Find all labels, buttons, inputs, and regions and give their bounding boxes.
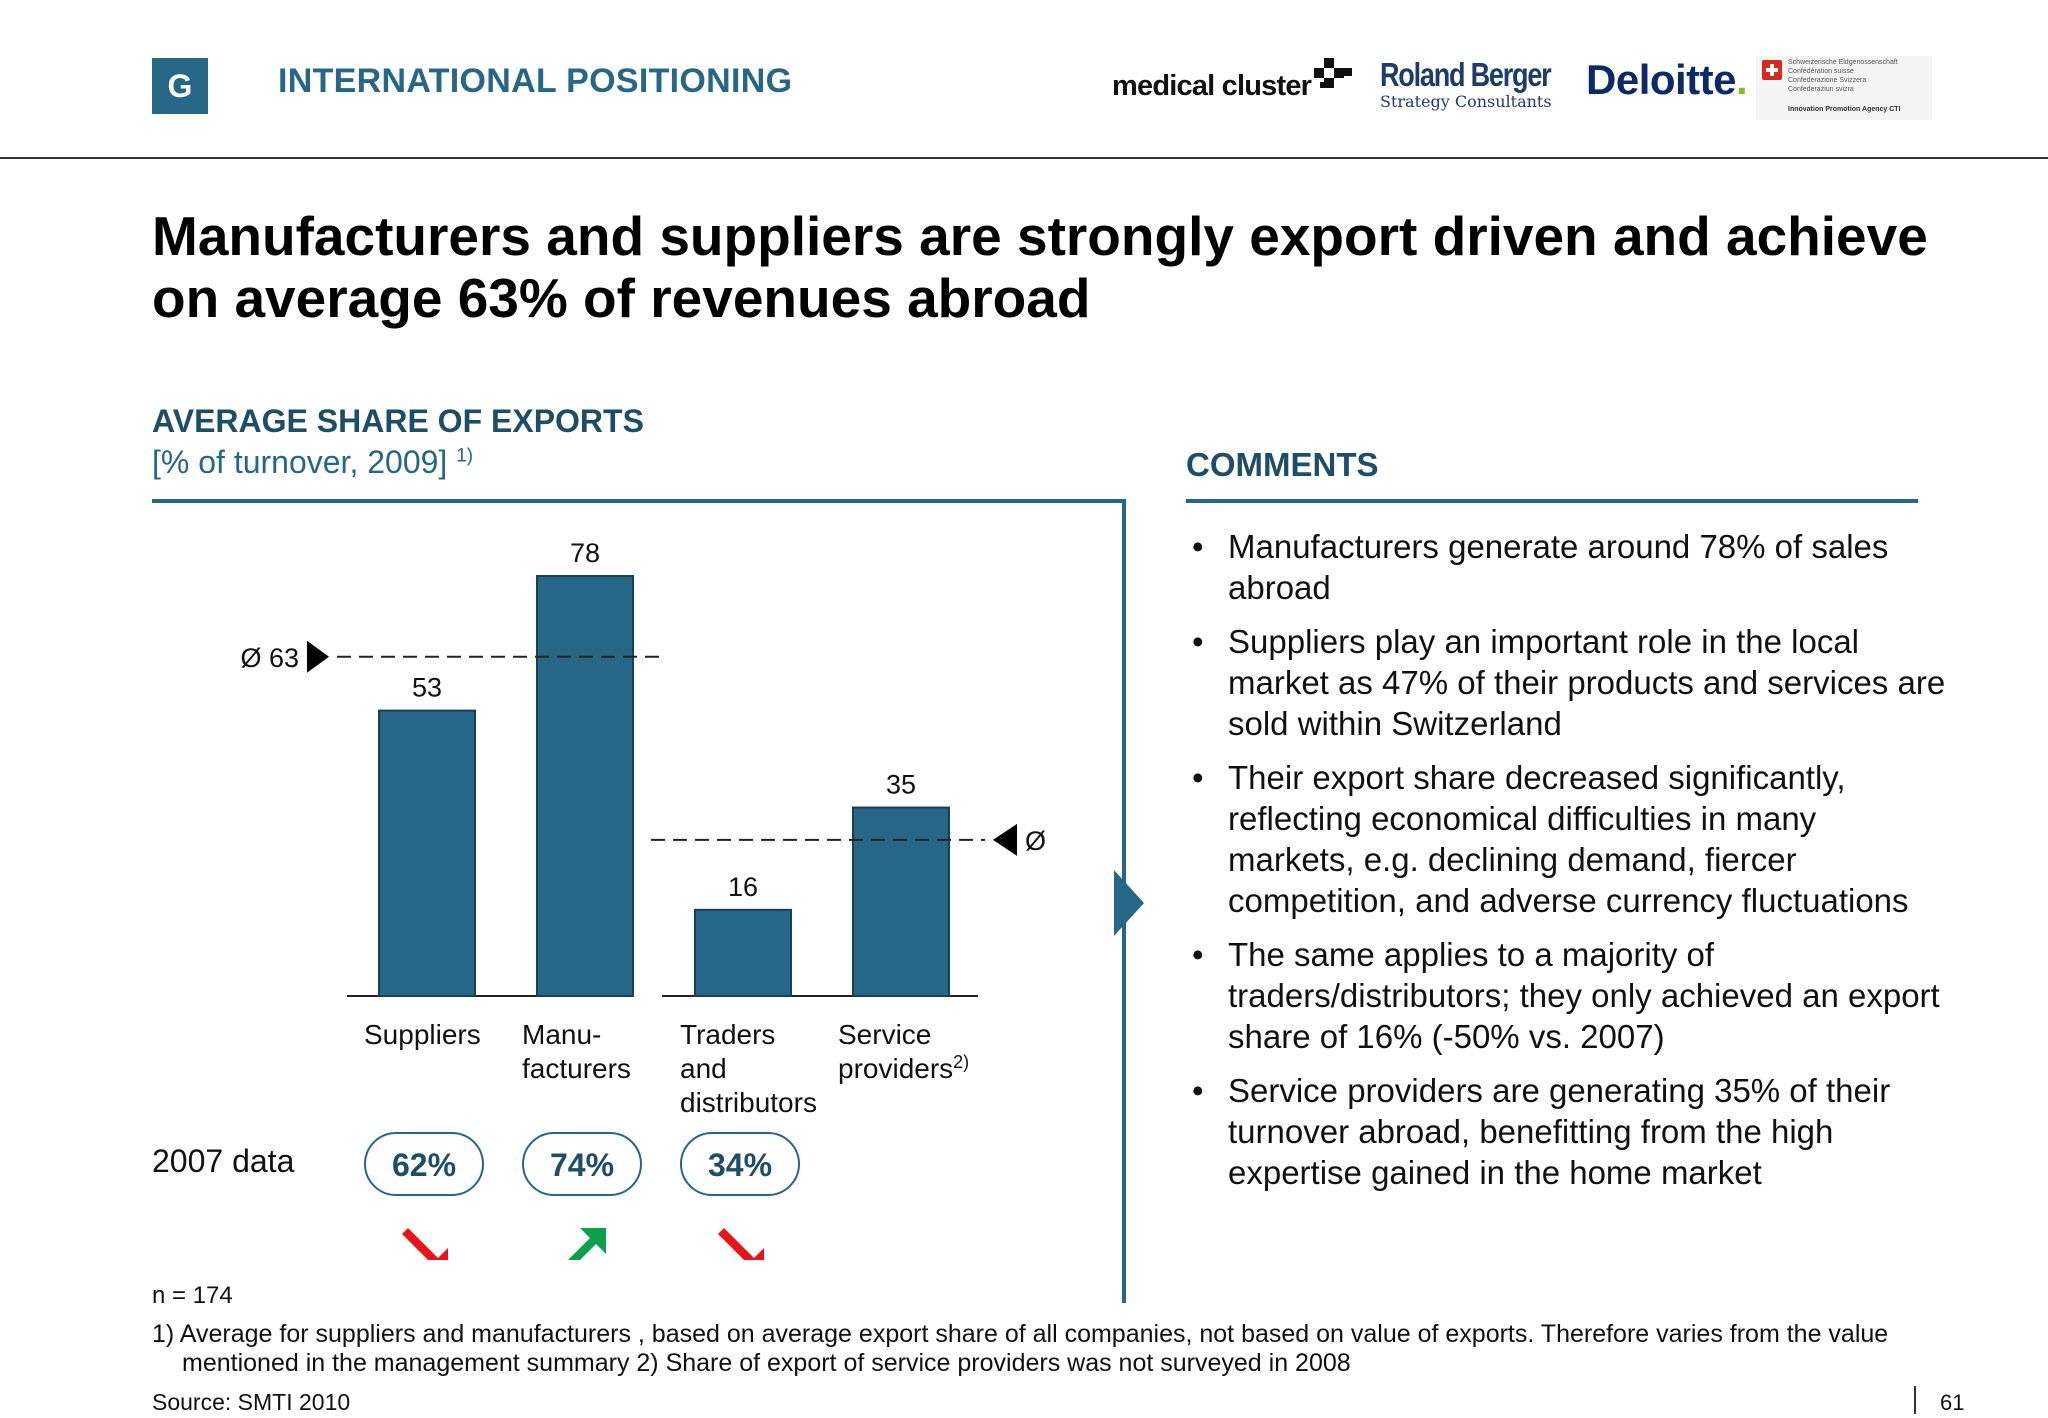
- bar: [378, 709, 476, 997]
- flow-arrow-icon: [1114, 870, 1144, 936]
- average-label: Ø 29: [1025, 826, 1052, 856]
- category-label: Service: [838, 1019, 931, 1050]
- roland-berger-tagline: Strategy Consultants: [1380, 92, 1552, 111]
- deloitte-dot: .: [1736, 56, 1748, 103]
- trend-up-arrow-icon: [568, 1228, 606, 1260]
- chart-subtitle-footnote-ref: 1): [456, 445, 474, 467]
- swiss-confederation-names: Schweizerische Eidgenossenschaft Confédé…: [1788, 58, 1898, 94]
- bar-value-label: 16: [728, 872, 758, 902]
- sample-size-note: n = 174: [152, 1282, 233, 1309]
- bar: [852, 806, 950, 997]
- export-share-bar-chart: 53 78 16 35 Suppliers Manu-facturers Tradersan…: [152, 538, 1052, 1260]
- chart-panel-top-rule: [152, 499, 1126, 503]
- average-label: Ø 63: [240, 643, 299, 673]
- chart-subtitle: [% of turnover, 2009] 1): [152, 444, 473, 481]
- bar-value-label: 53: [412, 673, 442, 703]
- category-label: facturers: [522, 1053, 631, 1084]
- section-title: INTERNATIONAL POSITIONING: [278, 62, 793, 100]
- trend-down-arrow-icon: [402, 1228, 448, 1260]
- bar-value-label: 78: [570, 538, 600, 568]
- average-marker-icon: [993, 823, 1017, 856]
- footnote: 1) Average for suppliers and manufacture…: [152, 1320, 1889, 1377]
- comment-item: Their export share decreased significant…: [1186, 757, 1946, 921]
- swiss-name-fr: Confédération suisse: [1788, 68, 1854, 75]
- medical-cluster-logo: medical cluster: [1112, 70, 1312, 102]
- swiss-name-rm: Confederaziun svizra: [1788, 86, 1854, 93]
- swiss-name-de: Schweizerische Eidgenossenschaft: [1788, 59, 1898, 66]
- chart-subtitle-text: [% of turnover, 2009]: [152, 444, 448, 480]
- comparison-value: 74%: [550, 1147, 614, 1183]
- comparison-pill: [364, 1132, 484, 1196]
- roland-berger-name: Roland Berger: [1380, 56, 1552, 93]
- roland-berger-logo: Roland Berger Strategy Consultants: [1380, 56, 1560, 111]
- swiss-agency-name: Innovation Promotion Agency CTI: [1788, 106, 1901, 113]
- comment-item: Service providers are generating 35% of …: [1186, 1070, 1946, 1193]
- average-marker-icon: [307, 640, 329, 673]
- source-line: Source: SMTI 2010: [152, 1389, 351, 1415]
- chart-title: AVERAGE SHARE OF EXPORTS: [152, 403, 644, 439]
- category-label: distributors: [680, 1087, 817, 1118]
- swiss-cross-icon: [1762, 60, 1782, 80]
- bar-value-label: 35: [886, 770, 916, 800]
- swiss-confederation-logo: Schweizerische Eidgenossenschaft Confédé…: [1756, 56, 1932, 120]
- comment-item: Suppliers play an important role in the …: [1186, 621, 1946, 744]
- comments-top-rule: [1186, 499, 1918, 503]
- section-badge: G: [152, 58, 208, 114]
- comparison-value: 34%: [708, 1147, 772, 1183]
- category-label: Suppliers: [364, 1019, 481, 1050]
- bar: [694, 908, 792, 998]
- bar: [536, 575, 634, 997]
- category-label: Traders: [680, 1019, 775, 1050]
- comment-item: The same applies to a majority of trader…: [1186, 934, 1946, 1057]
- trend-down-arrow-icon: [718, 1228, 764, 1260]
- category-label: Manu-: [522, 1019, 601, 1050]
- comments-list: Manufacturers generate around 78% of sal…: [1186, 526, 1946, 1206]
- medical-cluster-mark-icon: [1314, 58, 1352, 88]
- category-footnote-ref: 2): [953, 1052, 969, 1072]
- comparison-value: 62%: [392, 1147, 456, 1183]
- swiss-name-it: Confederazione Svizzera: [1788, 77, 1867, 84]
- deloitte-logo: Deloitte.: [1586, 56, 1748, 104]
- category-label: and: [680, 1053, 727, 1084]
- comparison-pill: [522, 1132, 642, 1196]
- page-number: 61: [1940, 1390, 1965, 1415]
- deloitte-name: Deloitte: [1586, 56, 1737, 103]
- header-divider: [0, 157, 2048, 159]
- comments-title: COMMENTS: [1186, 446, 1379, 483]
- page-number-separator: [1914, 1386, 1916, 1414]
- comparison-pill: [680, 1132, 800, 1196]
- comment-item: Manufacturers generate around 78% of sal…: [1186, 526, 1946, 608]
- slide-title: Manufacturers and suppliers are strongly…: [152, 205, 1928, 329]
- category-label: providers2): [838, 1052, 969, 1084]
- comparison-row-label: 2007 data: [152, 1143, 295, 1179]
